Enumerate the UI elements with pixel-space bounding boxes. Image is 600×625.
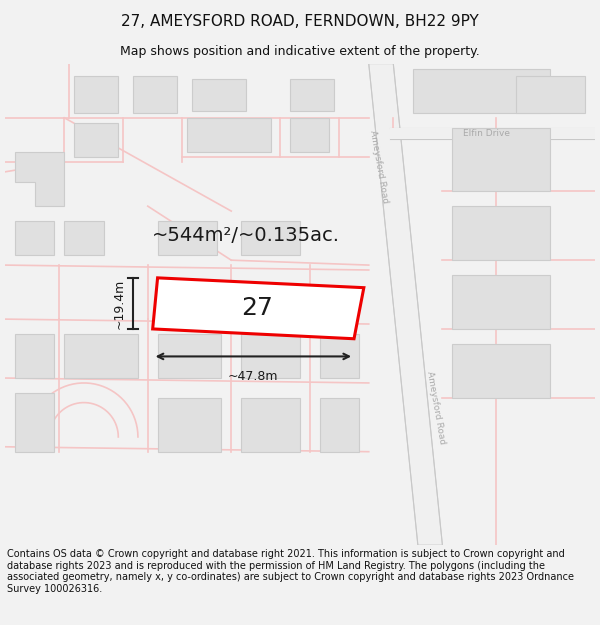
Text: Elfin Drive: Elfin Drive bbox=[463, 129, 510, 138]
Bar bbox=[158, 334, 221, 378]
Polygon shape bbox=[152, 278, 364, 339]
Bar bbox=[133, 76, 177, 113]
Bar bbox=[320, 334, 359, 378]
Polygon shape bbox=[369, 64, 442, 545]
Bar bbox=[15, 334, 55, 378]
Bar bbox=[452, 206, 550, 260]
Bar bbox=[516, 76, 585, 113]
Bar bbox=[413, 69, 550, 113]
Bar bbox=[187, 118, 271, 152]
Bar bbox=[241, 221, 300, 255]
Bar bbox=[15, 221, 55, 255]
Bar bbox=[241, 398, 300, 452]
Text: Contains OS data © Crown copyright and database right 2021. This information is : Contains OS data © Crown copyright and d… bbox=[7, 549, 574, 594]
Bar bbox=[158, 221, 217, 255]
Text: 27, AMEYSFORD ROAD, FERNDOWN, BH22 9PY: 27, AMEYSFORD ROAD, FERNDOWN, BH22 9PY bbox=[121, 14, 479, 29]
Bar bbox=[452, 275, 550, 329]
Text: ~19.4m: ~19.4m bbox=[112, 278, 125, 329]
Bar bbox=[74, 76, 118, 113]
Bar bbox=[158, 398, 221, 452]
Bar bbox=[290, 118, 329, 152]
Text: Ameysford Road: Ameysford Road bbox=[368, 129, 389, 204]
Bar bbox=[15, 392, 55, 452]
Bar bbox=[391, 127, 595, 139]
Bar bbox=[74, 122, 118, 157]
Bar bbox=[192, 79, 246, 111]
Polygon shape bbox=[15, 152, 64, 206]
Text: 27: 27 bbox=[241, 296, 273, 320]
Text: Ameysford Road: Ameysford Road bbox=[425, 370, 446, 445]
Bar bbox=[241, 334, 300, 378]
Bar bbox=[452, 127, 550, 191]
Bar bbox=[452, 344, 550, 398]
Bar bbox=[64, 221, 104, 255]
Text: ~47.8m: ~47.8m bbox=[228, 370, 278, 383]
Bar bbox=[64, 334, 138, 378]
Bar bbox=[290, 79, 334, 111]
Bar bbox=[320, 398, 359, 452]
Text: ~544m²/~0.135ac.: ~544m²/~0.135ac. bbox=[152, 226, 340, 245]
Text: Map shows position and indicative extent of the property.: Map shows position and indicative extent… bbox=[120, 44, 480, 58]
